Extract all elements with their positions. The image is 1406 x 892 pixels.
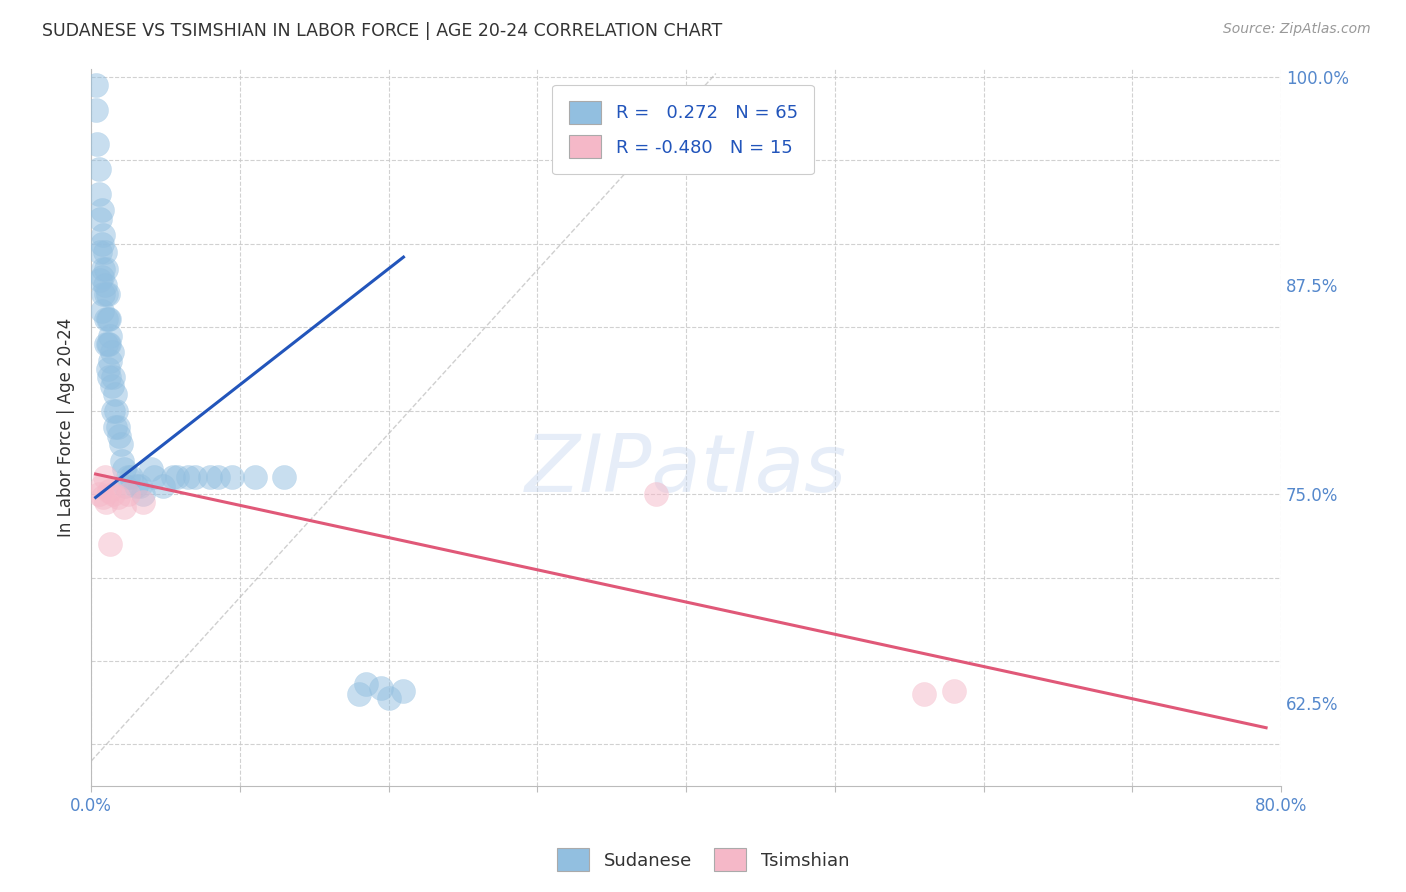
Point (117, 487, 139, 501)
Point (103, 487, 125, 501)
Point (93, 278, 115, 293)
Point (91, 261, 114, 276)
Point (101, 345, 124, 359)
Point (84, 78, 107, 93)
Point (177, 470, 200, 484)
Point (86, 136, 108, 151)
Text: Source: ZipAtlas.com: Source: ZipAtlas.com (1223, 22, 1371, 37)
Point (132, 495, 155, 509)
Point (96, 311, 118, 326)
Point (87, 161, 110, 176)
Point (100, 328, 122, 343)
Point (221, 470, 243, 484)
Point (112, 462, 135, 476)
Point (94, 286, 117, 301)
Point (98, 483, 121, 498)
Point (377, 690, 399, 705)
Point (94, 311, 117, 326)
Point (184, 470, 207, 484)
Point (645, 487, 668, 501)
Point (96, 337, 118, 351)
Point (142, 470, 165, 484)
Point (112, 500, 135, 515)
Point (94, 495, 117, 509)
Legend: Sudanese, Tsimshian: Sudanese, Tsimshian (550, 841, 856, 879)
Point (96, 286, 118, 301)
Point (98, 370, 121, 384)
Point (89, 273, 111, 287)
Point (98, 337, 121, 351)
Point (108, 428, 131, 442)
Point (370, 681, 392, 695)
Point (91, 286, 114, 301)
Point (100, 353, 122, 368)
Point (107, 420, 129, 434)
Point (94, 261, 117, 276)
Point (120, 470, 142, 484)
Point (93, 245, 115, 260)
Point (110, 437, 132, 451)
Point (104, 420, 127, 434)
Point (139, 462, 162, 476)
Point (198, 470, 221, 484)
Point (152, 479, 174, 493)
Point (91, 491, 114, 505)
Point (166, 470, 188, 484)
Point (392, 684, 415, 698)
Legend: R =   0.272   N = 65, R = -0.480   N = 15: R = 0.272 N = 65, R = -0.480 N = 15 (553, 85, 814, 175)
Point (103, 403, 125, 417)
Point (94, 337, 117, 351)
Point (129, 479, 152, 493)
Point (356, 677, 378, 691)
Point (93, 470, 115, 484)
Point (90, 203, 112, 218)
Point (117, 470, 139, 484)
Point (96, 362, 118, 376)
Point (90, 270, 112, 285)
Point (91, 228, 114, 243)
Text: ZIPatlas: ZIPatlas (524, 432, 848, 509)
Point (101, 378, 124, 392)
Point (98, 311, 121, 326)
Point (90, 479, 112, 493)
Text: SUDANESE VS TSIMSHIAN IN LABOR FORCE | AGE 20-24 CORRELATION CHART: SUDANESE VS TSIMSHIAN IN LABOR FORCE | A… (42, 22, 723, 40)
Y-axis label: In Labor Force | Age 20-24: In Labor Force | Age 20-24 (58, 318, 75, 537)
Point (90, 236, 112, 251)
Point (132, 487, 155, 501)
Point (100, 537, 122, 551)
Point (347, 687, 370, 701)
Point (90, 303, 112, 318)
Point (273, 470, 295, 484)
Point (87, 186, 110, 201)
Point (84, 103, 107, 118)
Point (104, 387, 127, 401)
Point (125, 479, 148, 493)
Point (103, 370, 125, 384)
Point (912, 687, 935, 701)
Point (89, 211, 111, 226)
Point (111, 453, 134, 467)
Point (942, 684, 965, 698)
Point (107, 491, 129, 505)
Point (105, 403, 128, 417)
Point (89, 245, 111, 260)
Point (207, 470, 229, 484)
Point (243, 470, 266, 484)
Point (162, 470, 184, 484)
Point (114, 479, 136, 493)
Point (87, 487, 110, 501)
